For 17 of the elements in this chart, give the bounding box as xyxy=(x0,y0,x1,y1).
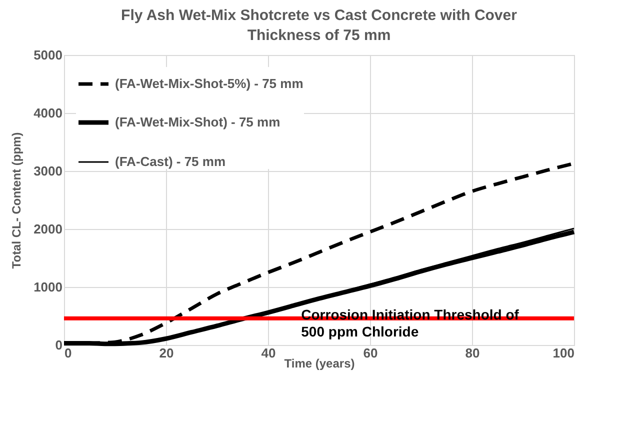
legend-label: (FA-Wet-Mix-Shot-5%) - 75 mm xyxy=(115,76,304,91)
y-tick-label: 5000 xyxy=(34,48,62,62)
legend-label: (FA-Cast) - 75 mm xyxy=(115,154,226,169)
x-tick-label: 100 xyxy=(552,346,574,360)
y-axis-title: Total CL- Content (ppm) xyxy=(10,132,24,269)
x-tick-label: 60 xyxy=(363,346,378,360)
chart-title: Fly Ash Wet-Mix Shotcrete vs Cast Concrete with Cover Thickness of 75 mm xyxy=(121,7,518,44)
y-tick-label: 4000 xyxy=(34,106,62,120)
legend-label: (FA-Wet-Mix-Shot) - 75 mm xyxy=(115,114,280,130)
x-tick-label: 0 xyxy=(64,346,72,360)
x-tick-label: 40 xyxy=(261,346,276,360)
y-tick-label: 3000 xyxy=(34,164,62,178)
x-axis-title: Time (years) xyxy=(284,356,355,370)
x-tick-label: 20 xyxy=(159,346,174,360)
y-tick-label: 1000 xyxy=(34,280,62,294)
x-tick-label: 80 xyxy=(465,346,480,360)
y-tick-label: 2000 xyxy=(34,222,62,236)
